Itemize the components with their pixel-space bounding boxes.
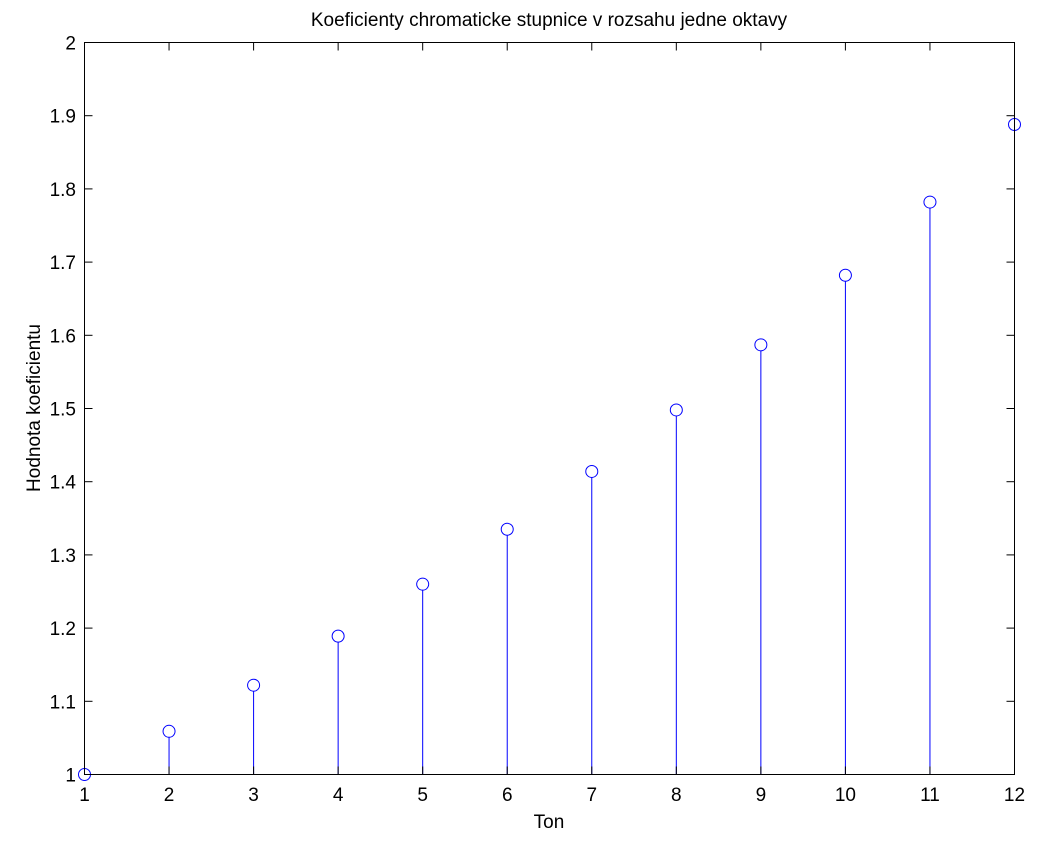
stem-marker-8 bbox=[669, 403, 683, 417]
axis-ticks: 1 2 3 4 5 6 7 8 9 10 11 1211.11.21.31.41.51.61.71.8… bbox=[50, 34, 1025, 807]
y-tick-label: 1.3 bbox=[50, 546, 76, 567]
x-tick-label: 12 bbox=[1004, 785, 1025, 806]
stem-marker-9 bbox=[754, 338, 768, 352]
x-tick-label: 1 bbox=[79, 785, 90, 806]
y-tick-label: 1.8 bbox=[50, 180, 76, 201]
y-tick-label: 1.5 bbox=[50, 400, 76, 421]
x-axis-label: Ton bbox=[534, 812, 565, 833]
stem-marker-6 bbox=[500, 522, 514, 536]
stem-marker-3 bbox=[247, 678, 261, 692]
stem-marker-2 bbox=[162, 724, 176, 738]
y-axis-label: Hodnota koeficientu bbox=[24, 324, 45, 492]
x-tick-label: 11 bbox=[920, 785, 940, 806]
y-tick-label: 2 bbox=[65, 34, 76, 55]
x-tick-label: 3 bbox=[248, 785, 259, 806]
x-tick-label: 7 bbox=[586, 785, 597, 806]
x-tick-label: 2 bbox=[164, 785, 175, 806]
stem-marker-11 bbox=[923, 195, 937, 209]
y-tick-label: 1.2 bbox=[50, 619, 76, 640]
x-tick-label: 10 bbox=[835, 785, 856, 806]
stem-marker-7 bbox=[585, 464, 599, 478]
chart-title: Koeficienty chromaticke stupnice v rozsa… bbox=[311, 10, 788, 31]
x-tick-label: 6 bbox=[502, 785, 513, 806]
x-tick-label: 9 bbox=[756, 785, 767, 806]
stem-series bbox=[78, 117, 1021, 781]
plot-area-frame bbox=[84, 42, 1015, 775]
stem-marker-5 bbox=[416, 577, 430, 591]
x-tick-label: 8 bbox=[671, 785, 682, 806]
y-tick-label: 1.9 bbox=[50, 107, 76, 128]
stem-marker-4 bbox=[331, 629, 345, 643]
x-tick-label: 5 bbox=[417, 785, 428, 806]
x-tick-label: 4 bbox=[333, 785, 344, 806]
y-tick-label: 1.6 bbox=[50, 326, 76, 347]
y-tick-label: 1.4 bbox=[50, 473, 77, 494]
y-tick-label: 1.7 bbox=[50, 253, 76, 274]
y-tick-label: 1 bbox=[65, 766, 76, 787]
y-tick-label: 1.1 bbox=[50, 692, 76, 713]
stem-marker-10 bbox=[838, 268, 852, 282]
